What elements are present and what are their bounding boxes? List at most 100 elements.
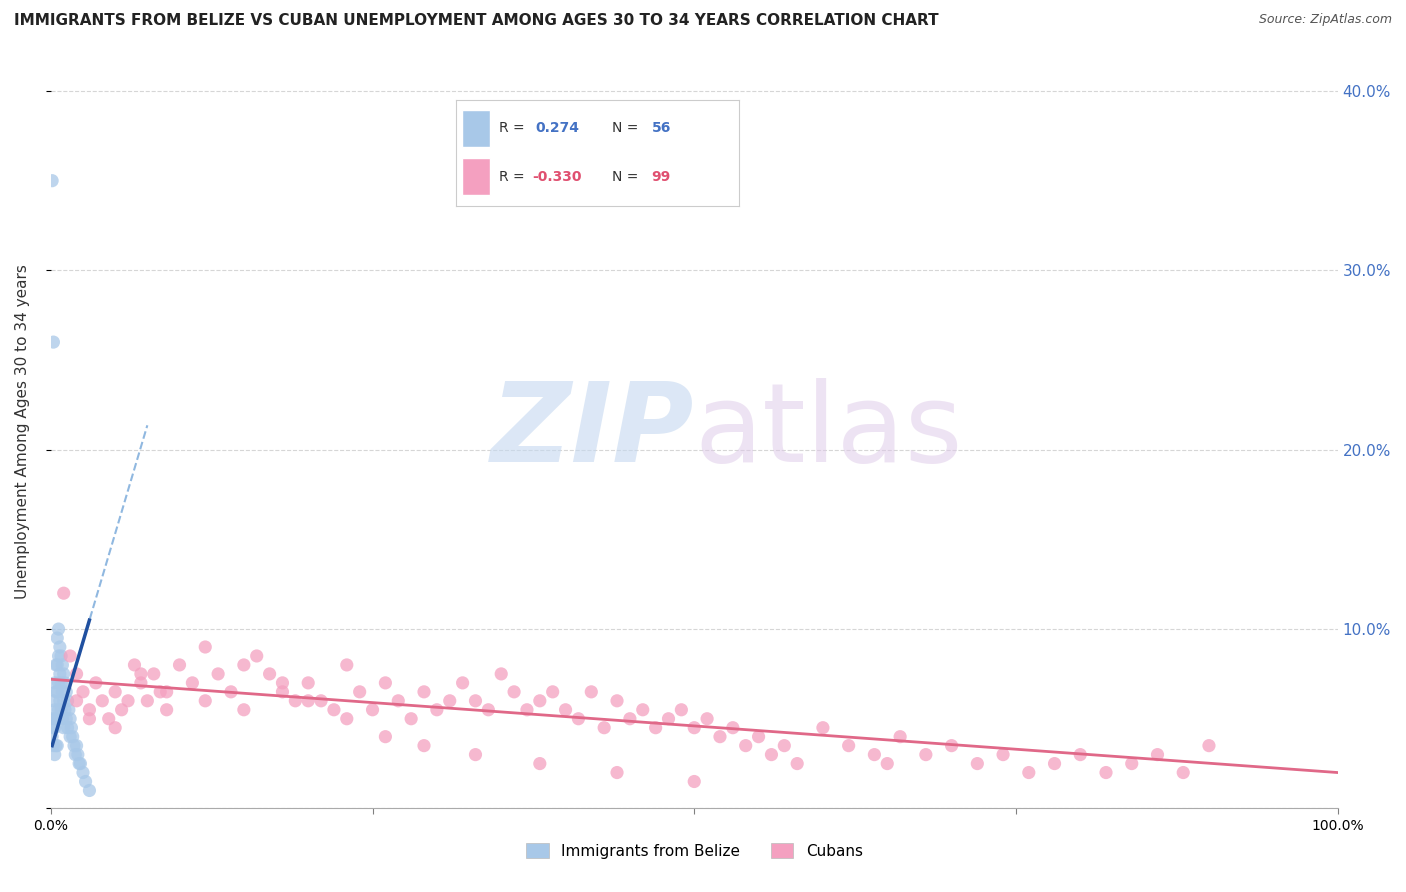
Point xyxy=(554,703,576,717)
Point xyxy=(966,756,988,771)
Point xyxy=(593,721,616,735)
Point xyxy=(79,783,101,797)
Point xyxy=(297,676,319,690)
Point xyxy=(477,703,499,717)
Point xyxy=(142,666,165,681)
Point xyxy=(413,739,436,753)
Text: atlas: atlas xyxy=(695,378,963,485)
Point xyxy=(1069,747,1091,762)
Point xyxy=(811,721,834,735)
Point xyxy=(53,676,76,690)
Point xyxy=(761,747,783,762)
Point xyxy=(271,676,294,690)
Point xyxy=(46,631,69,645)
Point xyxy=(49,648,72,663)
Point xyxy=(336,712,359,726)
Point xyxy=(46,657,69,672)
Point xyxy=(464,747,486,762)
Point xyxy=(838,739,860,753)
Point xyxy=(619,712,641,726)
Point xyxy=(644,721,666,735)
Point xyxy=(67,756,90,771)
Point xyxy=(1146,747,1168,762)
Point xyxy=(606,694,628,708)
Point xyxy=(991,747,1014,762)
Point xyxy=(336,657,359,672)
Point xyxy=(44,721,66,735)
Point xyxy=(696,712,718,726)
Point xyxy=(734,739,756,753)
Point xyxy=(52,721,75,735)
Point xyxy=(439,694,461,708)
Point xyxy=(48,622,70,636)
Point xyxy=(45,739,67,753)
Point xyxy=(41,730,63,744)
Point xyxy=(46,685,69,699)
Point xyxy=(59,730,82,744)
Point xyxy=(721,721,744,735)
Point xyxy=(63,739,86,753)
Point xyxy=(56,721,79,735)
Point xyxy=(49,666,72,681)
Point xyxy=(49,676,72,690)
Point xyxy=(169,657,191,672)
Point xyxy=(451,676,474,690)
Point xyxy=(657,712,679,726)
Point xyxy=(44,747,66,762)
Point xyxy=(49,640,72,654)
Point xyxy=(79,712,101,726)
Point xyxy=(426,703,449,717)
Point xyxy=(889,730,911,744)
Point xyxy=(567,712,589,726)
Point xyxy=(48,703,70,717)
Point xyxy=(1121,756,1143,771)
Point xyxy=(45,657,67,672)
Point xyxy=(91,694,114,708)
Point xyxy=(51,685,73,699)
Point xyxy=(683,774,706,789)
Point xyxy=(671,703,693,717)
Text: ZIP: ZIP xyxy=(491,378,695,485)
Point xyxy=(65,694,87,708)
Point xyxy=(84,676,107,690)
Point xyxy=(110,703,132,717)
Point xyxy=(44,676,66,690)
Point xyxy=(361,703,384,717)
Point xyxy=(65,747,87,762)
Point xyxy=(124,657,146,672)
Point xyxy=(541,685,564,699)
Y-axis label: Unemployment Among Ages 30 to 34 years: Unemployment Among Ages 30 to 34 years xyxy=(15,264,30,599)
Point xyxy=(48,676,70,690)
Point xyxy=(59,648,82,663)
Text: Source: ZipAtlas.com: Source: ZipAtlas.com xyxy=(1258,13,1392,27)
Point xyxy=(52,586,75,600)
Point xyxy=(72,765,94,780)
Point xyxy=(876,756,898,771)
Point xyxy=(709,730,731,744)
Point xyxy=(489,666,512,681)
Point xyxy=(42,739,65,753)
Point xyxy=(194,694,217,708)
Point xyxy=(129,666,152,681)
Point xyxy=(55,712,77,726)
Point xyxy=(104,721,127,735)
Point xyxy=(683,721,706,735)
Point xyxy=(52,694,75,708)
Point xyxy=(606,765,628,780)
Point xyxy=(1043,756,1066,771)
Point xyxy=(773,739,796,753)
Point xyxy=(149,685,172,699)
Point xyxy=(529,694,551,708)
Point xyxy=(786,756,808,771)
Point xyxy=(49,703,72,717)
Point xyxy=(374,730,396,744)
Point xyxy=(631,703,654,717)
Point xyxy=(232,703,254,717)
Point xyxy=(156,703,179,717)
Point xyxy=(259,666,281,681)
Point xyxy=(136,694,159,708)
Point xyxy=(51,657,73,672)
Point xyxy=(45,712,67,726)
Point xyxy=(1198,739,1220,753)
Point xyxy=(207,666,229,681)
